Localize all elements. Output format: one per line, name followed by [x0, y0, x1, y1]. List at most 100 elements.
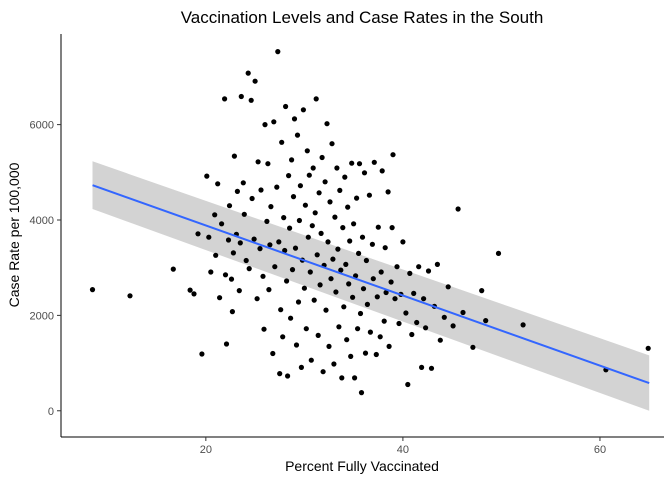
data-point	[294, 132, 301, 138]
data-point	[277, 371, 283, 377]
data-point	[483, 318, 489, 324]
data-point	[421, 296, 427, 302]
data-point	[222, 272, 229, 278]
data-point	[441, 314, 447, 320]
data-point	[311, 297, 317, 303]
data-point	[252, 78, 258, 84]
y-axis-ticks: 0 2000 4000 6000	[30, 120, 61, 418]
data-point	[288, 315, 294, 321]
data-point	[226, 203, 233, 209]
data-point	[394, 264, 400, 270]
data-point	[318, 230, 324, 236]
data-point	[362, 350, 369, 356]
data-point	[364, 301, 370, 307]
data-point	[445, 284, 451, 290]
data-point	[328, 276, 334, 282]
confidence-band	[92, 161, 650, 411]
data-point	[296, 217, 302, 224]
data-point	[213, 252, 219, 258]
confidence-band-layer	[92, 161, 650, 411]
data-point	[339, 375, 345, 381]
data-point	[320, 369, 326, 375]
data-point	[291, 116, 298, 122]
data-point	[306, 172, 312, 178]
data-point	[279, 139, 285, 145]
data-point	[382, 245, 388, 251]
data-point	[378, 269, 384, 275]
data-point	[285, 373, 291, 379]
data-point	[316, 190, 322, 196]
x-tick-label: 60	[594, 444, 606, 456]
data-point	[392, 296, 398, 302]
data-point	[347, 238, 353, 244]
data-point	[222, 96, 228, 102]
data-point	[419, 364, 425, 370]
data-point	[334, 165, 340, 171]
data-point	[470, 344, 476, 350]
data-point	[287, 225, 293, 231]
data-point	[455, 206, 461, 212]
data-point	[333, 289, 339, 295]
y-tick-label: 2000	[30, 310, 54, 322]
data-point	[212, 212, 218, 218]
data-point	[414, 319, 420, 326]
data-point	[255, 159, 261, 165]
data-point	[345, 204, 351, 210]
data-point	[322, 179, 328, 185]
data-point	[355, 326, 361, 332]
data-point	[317, 282, 323, 288]
data-point	[267, 242, 273, 248]
data-point	[375, 224, 381, 230]
data-point	[292, 245, 299, 251]
data-point	[208, 269, 214, 275]
data-point	[338, 267, 344, 273]
data-point	[204, 173, 210, 179]
data-point	[238, 93, 244, 100]
data-point	[312, 210, 318, 216]
data-point	[276, 239, 282, 245]
data-point	[353, 273, 359, 279]
data-point	[351, 221, 357, 227]
x-tick-label: 20	[200, 444, 212, 456]
data-point	[381, 318, 387, 324]
data-point	[437, 337, 443, 343]
data-point	[358, 390, 365, 396]
data-point	[390, 152, 396, 158]
data-point	[310, 165, 316, 171]
data-point	[495, 250, 502, 256]
data-point	[272, 264, 278, 270]
data-point	[270, 350, 276, 357]
data-point	[332, 214, 338, 220]
x-axis-title: Percent Fully Vaccinated	[285, 458, 439, 474]
data-point	[389, 225, 395, 231]
data-point	[195, 231, 201, 237]
data-point	[199, 351, 205, 357]
data-point	[425, 268, 432, 274]
data-point	[265, 161, 271, 167]
data-point	[234, 188, 240, 194]
data-point	[343, 261, 349, 267]
data-point	[350, 294, 356, 300]
data-point	[396, 320, 402, 327]
data-point	[315, 332, 321, 338]
data-point	[335, 246, 341, 252]
data-point	[297, 183, 303, 189]
data-point	[300, 107, 306, 113]
data-point	[283, 103, 289, 110]
data-point	[286, 173, 292, 179]
data-point	[170, 266, 176, 272]
data-point	[282, 247, 288, 254]
data-point	[385, 189, 391, 195]
data-point	[379, 168, 385, 174]
data-point	[323, 307, 329, 313]
data-point	[274, 184, 280, 190]
data-point	[225, 237, 232, 243]
data-point	[354, 195, 360, 201]
data-point	[295, 299, 302, 305]
x-axis-ticks: 20 40 60	[200, 437, 606, 456]
data-point	[340, 225, 346, 231]
data-point	[231, 153, 237, 159]
data-point	[268, 204, 274, 210]
data-point	[405, 381, 411, 388]
